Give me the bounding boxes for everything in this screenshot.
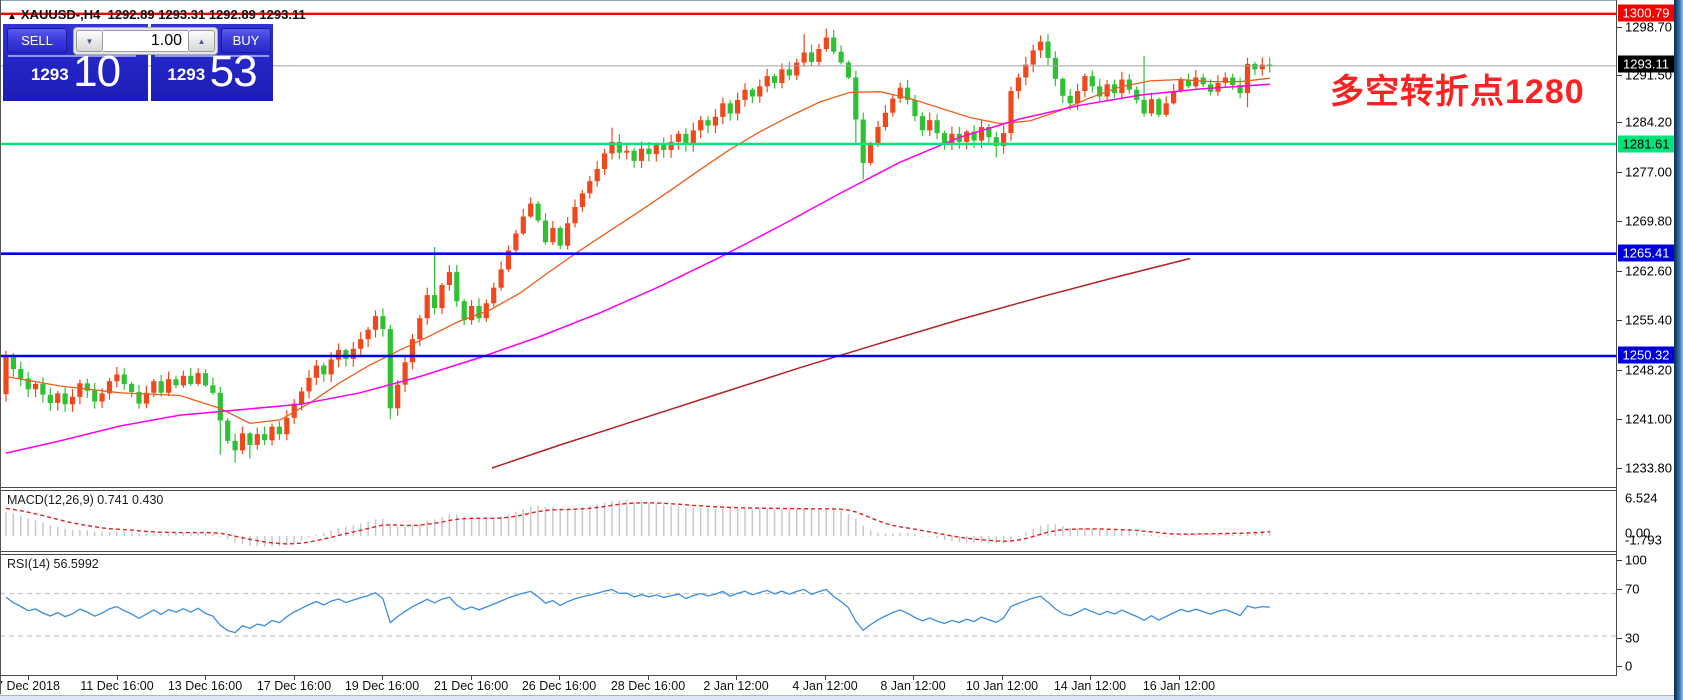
volume-increase-button[interactable]: ▲ [188, 30, 215, 52]
time-tick-mark [736, 676, 737, 680]
time-axis-label: 2 Jan 12:00 [703, 679, 769, 693]
buy-price-big: 53 [209, 47, 258, 96]
time-tick-mark [28, 676, 29, 680]
price-tick-mark [1617, 271, 1622, 272]
price-tick-label: 1233.80 [1625, 460, 1672, 476]
sell-button[interactable]: SELL [7, 28, 67, 53]
time-axis-label: 19 Dec 16:00 [344, 679, 420, 693]
time-axis-label: 14 Jan 12:00 [1053, 679, 1127, 693]
price-tick-mark [1617, 221, 1622, 222]
time-axis-label: 16 Jan 12:00 [1142, 679, 1216, 693]
buy-underline [155, 55, 269, 57]
price-tick-label: 1262.60 [1625, 263, 1672, 279]
time-tick-mark [913, 676, 914, 680]
rsi-tick-mark [1617, 666, 1622, 667]
price-tick-label: 1255.40 [1625, 312, 1672, 328]
time-tick-mark [205, 676, 206, 680]
price-tick-mark [1617, 27, 1622, 28]
rsi-axis-label: 100 [1625, 552, 1647, 568]
price-tick-label: 1248.20 [1625, 362, 1672, 378]
price-badge: 1293.11 [1618, 55, 1674, 73]
macd-axis-label: -1.793 [1625, 532, 1662, 548]
symbol-period-label: XAUUSD-,H4 [20, 7, 101, 22]
volume-input[interactable] [103, 30, 188, 52]
price-axis[interactable]: 1298.70 1291.50 1284.20 1277.00 1269.80 1262.… [1616, 0, 1674, 676]
price-tick-label: 1241.00 [1625, 411, 1672, 427]
sell-underline [8, 55, 136, 57]
candlestick-chart[interactable] [0, 1, 1616, 488]
buy-price: 1293 53 [151, 50, 273, 94]
time-axis[interactable]: 7 Dec 2018 11 Dec 16:00 13 Dec 16:00 17 Dec… [0, 676, 1616, 695]
time-axis-label: 17 Dec 16:00 [256, 679, 332, 693]
time-tick-mark [1090, 676, 1091, 680]
price-tick-mark [1617, 370, 1622, 371]
volume-decrease-button[interactable]: ▼ [76, 30, 103, 52]
quote-ohlc-label: 1292.89 1293.31 1292.89 1293.11 [107, 7, 306, 22]
sell-price: 1293 10 [3, 50, 148, 94]
time-axis-label: 7 Dec 2018 [0, 679, 60, 693]
rsi-axis-label: 30 [1625, 630, 1640, 646]
time-tick-mark [825, 676, 826, 680]
time-tick-mark [294, 676, 295, 680]
price-tick-label: 1284.20 [1625, 114, 1672, 130]
price-tick-label: 1298.70 [1625, 19, 1672, 35]
time-tick-mark [382, 676, 383, 680]
window-right-edge [1674, 0, 1683, 700]
annotation-text: 多空转折点1280 [1330, 73, 1585, 111]
time-tick-mark [559, 676, 560, 680]
price-tick-mark [1617, 419, 1622, 420]
price-tick-mark [1617, 468, 1622, 469]
macd-axis-label: 0.00 [1625, 525, 1651, 541]
time-tick-mark [117, 676, 118, 680]
chart-title: ▲ XAUUSD-,H4 1292.89 1293.31 1292.89 1293… [7, 7, 306, 22]
sell-price-big: 10 [73, 47, 121, 96]
rsi-tick-mark [1617, 638, 1622, 639]
window-bottom-strip [0, 695, 1674, 700]
price-tick-label: 1269.80 [1625, 213, 1672, 229]
window-left-edge [0, 0, 1, 694]
rsi-indicator-label: RSI(14) 56.5992 [7, 557, 99, 571]
rsi-pane[interactable] [0, 554, 1616, 676]
price-tick-mark [1617, 122, 1622, 123]
time-axis-label: 28 Dec 16:00 [610, 679, 686, 693]
rsi-tick-mark [1617, 560, 1622, 561]
price-badge: 1265.41 [1618, 244, 1674, 262]
buy-price-small: 1293 [167, 65, 206, 84]
one-click-trading-panel: 1293 10 1293 53 SELL BUY ▼ ▲ [3, 24, 273, 101]
rsi-tick-mark [1617, 589, 1622, 590]
macd-chart [5, 500, 1271, 547]
time-tick-mark [1002, 676, 1003, 680]
price-badge: 1281.61 [1618, 135, 1674, 153]
buy-button[interactable]: BUY [221, 28, 271, 53]
time-tick-mark [648, 676, 649, 680]
collapse-triangle-icon[interactable]: ▲ [7, 11, 17, 22]
macd-indicator-label: MACD(12,26,9) 0.741 0.430 [7, 493, 164, 507]
volume-spinner: ▼ ▲ [73, 27, 218, 55]
time-axis-label: 8 Jan 12:00 [880, 679, 946, 693]
sell-price-small: 1293 [30, 65, 69, 84]
rsi-axis-label: 0 [1625, 658, 1633, 674]
price-badge: 1300.79 [1618, 4, 1674, 22]
time-axis-label: 21 Dec 16:00 [433, 679, 509, 693]
rsi-axis-label: 70 [1625, 581, 1640, 597]
time-axis-label: 4 Jan 12:00 [792, 679, 858, 693]
time-axis-label: 26 Dec 16:00 [521, 679, 597, 693]
time-axis-label: 10 Jan 12:00 [965, 679, 1039, 693]
price-tick-mark [1617, 172, 1622, 173]
macd-pane[interactable] [0, 490, 1616, 552]
macd-axis-label: 6.524 [1625, 490, 1658, 506]
time-tick-mark [1179, 676, 1180, 680]
rsi-chart [0, 588, 1616, 637]
price-badge: 1250.32 [1618, 346, 1674, 364]
time-axis-label: 11 Dec 16:00 [80, 679, 154, 693]
time-tick-mark [471, 676, 472, 680]
price-tick-mark [1617, 320, 1622, 321]
time-axis-label: 13 Dec 16:00 [167, 679, 243, 693]
window-top-edge [0, 0, 1683, 1]
price-tick-mark [1617, 75, 1622, 76]
price-tick-label: 1277.00 [1625, 164, 1672, 180]
